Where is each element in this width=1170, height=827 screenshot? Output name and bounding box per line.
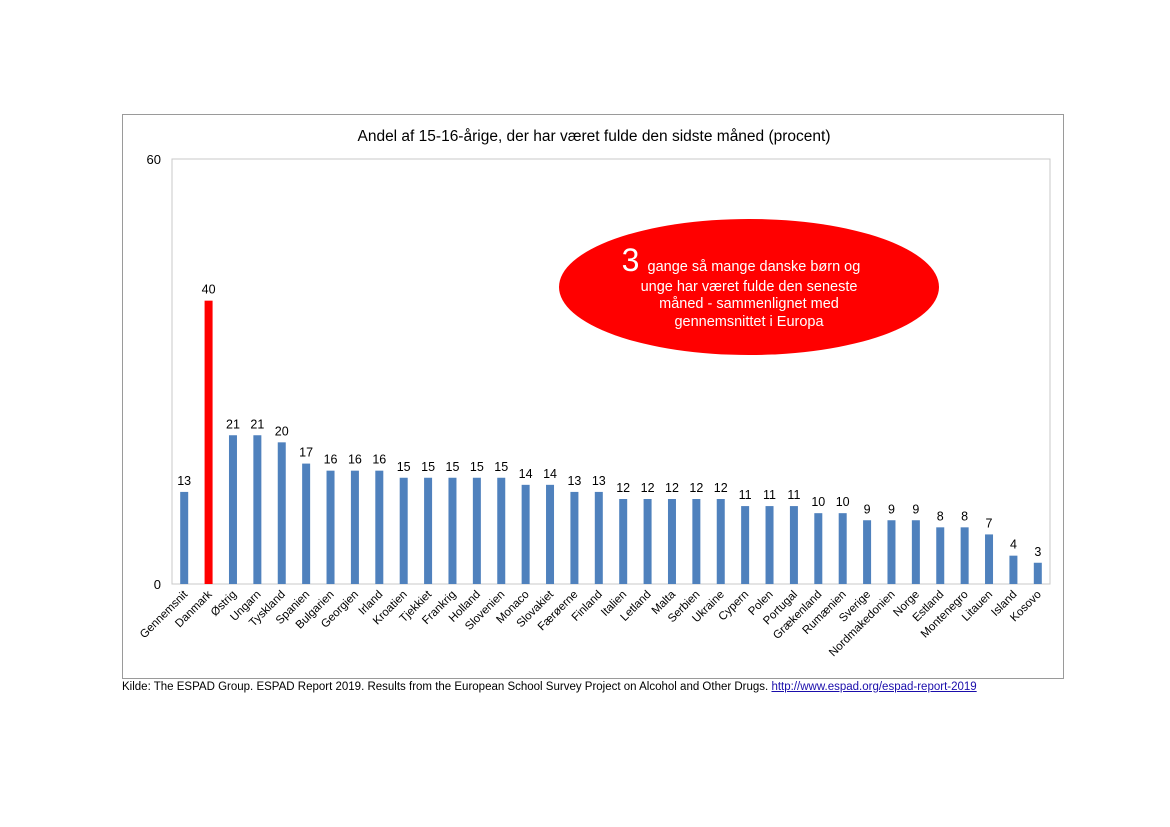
data-label: 12 <box>714 481 728 495</box>
bar <box>594 491 603 584</box>
plot-area <box>171 158 1051 585</box>
data-label: 16 <box>348 453 362 467</box>
data-label: 15 <box>470 460 484 474</box>
callout-line-1: gange så mange danske børn og <box>648 259 861 275</box>
bar <box>716 499 725 584</box>
bar <box>570 491 579 584</box>
bar <box>741 506 750 584</box>
bar <box>472 477 481 584</box>
bar <box>789 506 798 584</box>
bar <box>765 506 774 584</box>
data-label: 4 <box>1010 538 1017 552</box>
data-label: 21 <box>250 417 264 431</box>
data-label: 16 <box>324 453 338 467</box>
data-label: 11 <box>787 488 800 502</box>
data-label: 40 <box>202 283 216 297</box>
bar <box>424 477 433 584</box>
data-label: 15 <box>494 460 508 474</box>
data-label: 14 <box>543 467 557 481</box>
chart-title: Andel af 15-16-årige, der har været fuld… <box>357 128 830 145</box>
bar <box>960 527 969 584</box>
callout-line-4: gennemsnittet i Europa <box>674 314 824 330</box>
bar <box>204 300 213 584</box>
x-axis: GennemsnitDanmarkØstrigUngarnTysklandSpa… <box>138 588 1044 659</box>
bar <box>887 520 896 584</box>
bar <box>180 491 189 584</box>
bar <box>326 470 335 584</box>
bar <box>497 477 506 584</box>
bar <box>546 484 555 584</box>
data-label: 10 <box>811 495 825 509</box>
chart-frame <box>122 114 1064 679</box>
bar <box>838 513 847 584</box>
bar <box>911 520 920 584</box>
data-label: 12 <box>616 481 630 495</box>
bar <box>448 477 457 584</box>
bar <box>692 499 701 584</box>
bar <box>863 520 872 584</box>
data-label: 9 <box>864 502 871 516</box>
data-label: 11 <box>739 488 752 502</box>
bar <box>399 477 408 584</box>
data-label: 9 <box>888 502 895 516</box>
bar <box>619 499 628 584</box>
bar <box>985 534 994 584</box>
data-label: 9 <box>912 502 919 516</box>
y-tick-label: 60 <box>147 152 161 167</box>
bar <box>814 513 823 584</box>
data-label: 7 <box>986 516 993 530</box>
data-label: 15 <box>421 460 435 474</box>
data-label: 8 <box>937 509 944 523</box>
data-label: 15 <box>397 460 411 474</box>
data-labels: 13 40 21 21 20 17 16 16 16 15 15 15 15 15 14 14 13 13 12 12… <box>177 283 1041 559</box>
bar <box>228 435 237 584</box>
bars <box>180 300 1042 584</box>
bar <box>302 463 311 584</box>
bar <box>1009 555 1018 584</box>
data-label: 15 <box>446 460 460 474</box>
data-label: 13 <box>177 474 191 488</box>
data-label: 12 <box>689 481 703 495</box>
data-label: 12 <box>665 481 679 495</box>
bar <box>521 484 530 584</box>
source-link[interactable]: http://www.espad.org/espad-report-2019 <box>771 681 977 693</box>
bar <box>936 527 945 584</box>
data-label: 12 <box>641 481 655 495</box>
y-axis: 0 60 <box>147 152 161 592</box>
data-label: 21 <box>226 417 240 431</box>
callout-bubble: 3 gange så mange danske børn og unge har… <box>559 219 939 355</box>
bar <box>1033 562 1042 584</box>
data-label: 13 <box>592 474 606 488</box>
data-label: 16 <box>372 453 386 467</box>
callout-ellipse <box>559 219 939 355</box>
data-label: 8 <box>961 509 968 523</box>
data-label: 3 <box>1034 545 1041 559</box>
callout-line-3: måned - sammenlignet med <box>659 296 839 312</box>
data-label: 11 <box>763 488 776 502</box>
data-label: 20 <box>275 424 289 438</box>
source-text: Kilde: The ESPAD Group. ESPAD Report 201… <box>122 681 769 693</box>
data-label: 13 <box>567 474 581 488</box>
data-label: 10 <box>836 495 850 509</box>
bar <box>667 499 676 584</box>
bar <box>253 435 262 584</box>
bar <box>375 470 384 584</box>
bar <box>350 470 359 584</box>
source-note: Kilde: The ESPAD Group. ESPAD Report 201… <box>122 681 977 693</box>
callout-big-number: 3 <box>622 242 640 278</box>
y-tick-label: 0 <box>154 577 161 592</box>
data-label: 17 <box>299 446 313 460</box>
data-label: 14 <box>519 467 533 481</box>
bar <box>643 499 652 584</box>
svg-text:3 gange så mange danske: 3 gange så mange danske børn og <box>622 242 861 278</box>
callout-line-2: unge har været fulde den seneste <box>641 279 858 295</box>
bar <box>277 442 286 584</box>
